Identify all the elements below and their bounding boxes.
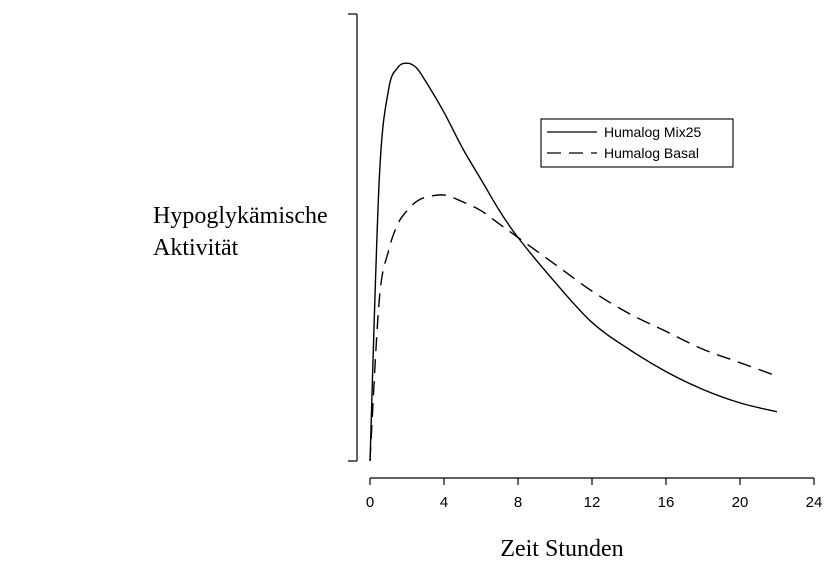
legend-label-humalog-basal: Humalog Basal (604, 145, 699, 161)
x-tick-label: 0 (366, 494, 374, 511)
series-layer (369, 62, 778, 462)
x-tick-label: 24 (806, 494, 823, 511)
legend: Humalog Mix25 Humalog Basal (540, 118, 734, 168)
x-tick-label: 16 (658, 494, 675, 511)
series-line-humalog-basal (369, 194, 778, 462)
legend-box (540, 118, 734, 168)
x-tick-label: 8 (514, 494, 522, 511)
x-tick-label: 12 (584, 494, 601, 511)
y-axis (348, 13, 358, 462)
x-ticks: 0 4 8 12 16 20 24 (366, 478, 823, 511)
y-axis-title-line-1: Hypoglykämische (153, 203, 328, 229)
x-axis: 0 4 8 12 16 20 24 (366, 477, 823, 511)
y-axis-title-line-2: Aktivität (153, 235, 239, 261)
legend-label-humalog-mix25: Humalog Mix25 (604, 124, 701, 140)
series-line-humalog-mix25 (369, 62, 778, 462)
x-tick-label: 4 (440, 494, 448, 511)
x-tick-label: 20 (732, 494, 749, 511)
x-axis-title: Zeit Stunden (500, 536, 623, 561)
